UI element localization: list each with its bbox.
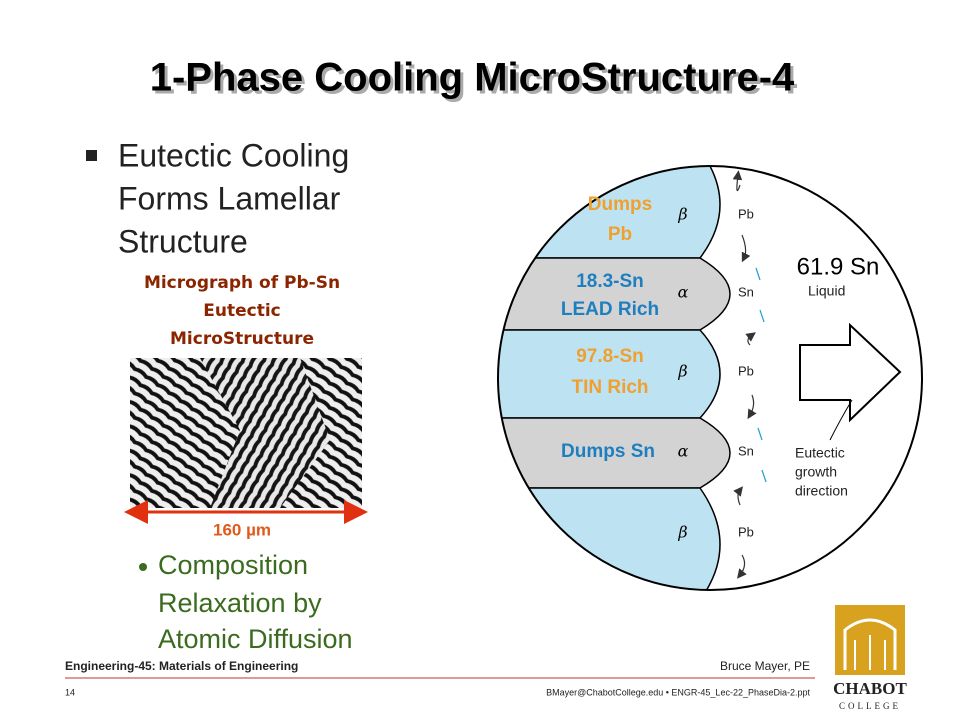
layer-label: 97.8-Sn bbox=[576, 346, 644, 367]
micrograph-caption: Micrograph of Pb-Sn bbox=[144, 273, 340, 293]
phase-label: β bbox=[677, 523, 687, 542]
layer-label: 18.3-Sn bbox=[576, 271, 644, 292]
phase-label: β bbox=[677, 205, 687, 224]
flux-label: Sn bbox=[738, 443, 754, 458]
flux-label: Pb bbox=[738, 524, 754, 539]
footer-file: BMayer@ChabotCollege.edu • ENGR-45_Lec-2… bbox=[546, 687, 810, 697]
bullet-text: Eutectic Cooling bbox=[118, 137, 349, 173]
layer-label: Dumps bbox=[588, 194, 652, 215]
flux-label: Pb bbox=[738, 363, 754, 378]
phase-label: α bbox=[678, 283, 689, 302]
layer-label: Dumps Sn bbox=[561, 441, 655, 462]
layer-label: TIN Rich bbox=[571, 377, 648, 398]
phase-label: α bbox=[678, 442, 689, 461]
sub-bullet-marker bbox=[139, 563, 147, 571]
layer-label: LEAD Rich bbox=[561, 299, 659, 320]
liquid-composition: 61.9 Sn bbox=[797, 253, 880, 280]
logo-text: COLLEGE bbox=[839, 701, 901, 711]
growth-pointer bbox=[829, 399, 853, 441]
page-number: 14 bbox=[65, 687, 75, 697]
sub-bullet-text: Composition bbox=[158, 550, 308, 580]
flux-label: Sn bbox=[738, 284, 754, 299]
bullet-text: Structure bbox=[118, 223, 248, 259]
logo: CHABOT COLLEGE bbox=[833, 605, 907, 711]
layer-label: Pb bbox=[608, 224, 632, 245]
footer-course: Engineering-45: Materials of Engineering bbox=[65, 659, 298, 673]
lamellae bbox=[498, 166, 731, 590]
liquid-label: Liquid bbox=[808, 283, 845, 299]
micrograph-caption: Eutectic bbox=[203, 301, 280, 321]
diagram-circle bbox=[497, 165, 923, 591]
title: 1-Phase Cooling MicroStructure-4 bbox=[150, 56, 795, 100]
flux-arrows bbox=[732, 170, 757, 579]
growth-arrow bbox=[799, 322, 902, 423]
growth-label: Eutectic bbox=[795, 445, 845, 461]
micrograph-caption: MicroStructure bbox=[170, 329, 314, 349]
flux-label: Pb bbox=[738, 206, 754, 221]
logo-text: CHABOT bbox=[833, 679, 907, 698]
phase-label: β bbox=[677, 362, 687, 381]
sub-bullet-text: Atomic Diffusion bbox=[158, 624, 353, 654]
title-shadow: 1-Phase Cooling MicroStructure-4 bbox=[153, 59, 798, 103]
scale-label: 160 µm bbox=[213, 520, 271, 539]
bullet-marker bbox=[86, 150, 97, 161]
growth-label: direction bbox=[795, 483, 848, 499]
flux-arrows-blue bbox=[755, 267, 767, 483]
growth-label: growth bbox=[795, 464, 837, 480]
bullet-text: Forms Lamellar bbox=[118, 180, 341, 216]
sub-bullet-text: Relaxation by bbox=[158, 588, 322, 618]
footer-author: Bruce Mayer, PE bbox=[720, 659, 810, 673]
micrograph bbox=[130, 358, 362, 508]
